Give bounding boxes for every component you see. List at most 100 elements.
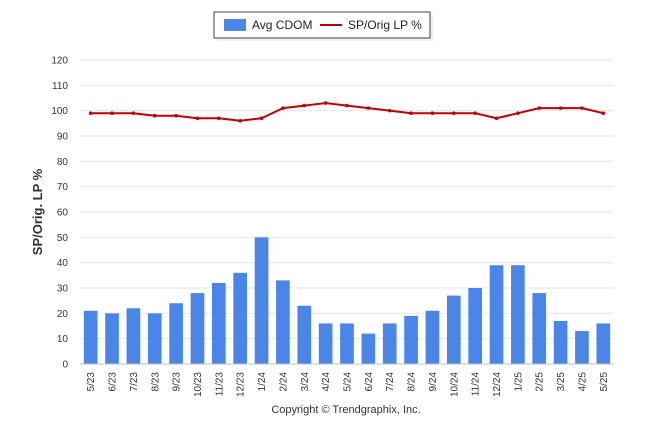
legend-label-sp-orig-lp: SP/Orig LP %: [348, 18, 422, 32]
bar-10-23: [190, 293, 205, 364]
bar-series-avg-cdom: [83, 237, 611, 364]
y-axis-title: SP/Orig. LP %: [30, 168, 45, 255]
line-point-2-25: [537, 106, 542, 110]
bar-6-24: [361, 333, 376, 364]
line-point-11-23: [217, 116, 221, 121]
line-series-sp-orig-lp: [88, 101, 606, 123]
x-tick-label-4-24: 4/24: [321, 372, 332, 392]
bar-5-25: [596, 323, 611, 364]
line-point-5-25: [601, 111, 606, 115]
bar-11-23: [212, 282, 226, 364]
y-tick-label-70: 70: [57, 182, 69, 193]
line-point-12-23: [238, 119, 242, 123]
line-point-5-24: [345, 103, 349, 108]
bar-7-24: [382, 323, 397, 364]
line-point-3-24: [302, 103, 307, 108]
bar-1-24: [254, 237, 269, 364]
line-point-7-23: [131, 111, 136, 115]
y-tick-label-110: 110: [52, 81, 68, 92]
line-point-6-23: [110, 111, 114, 115]
bar-11-24: [468, 288, 482, 364]
bar-12-24: [489, 265, 504, 364]
bar-10-24: [446, 295, 461, 364]
x-tick-label-5-23: 5/23: [86, 372, 97, 392]
x-tick-label-12-23: 12/23: [236, 372, 247, 397]
y-tick-label-0: 0: [62, 360, 68, 371]
x-tick-label-8-24: 8/24: [407, 372, 418, 392]
line-point-5-23: [88, 111, 93, 115]
x-tick-label-9-24: 9/24: [428, 372, 439, 392]
y-axis-ticks: 0 10 20 30 40 50 60 70 80 90 100 110 120: [51, 56, 68, 371]
copyright-credit: Copyright © Trendgraphix, Inc.: [271, 404, 420, 416]
x-tick-label-4-25: 4/25: [577, 372, 588, 392]
y-tick-label-80: 80: [57, 157, 69, 168]
x-tick-label-9-23: 9/23: [172, 372, 183, 392]
line-point-6-24: [366, 106, 371, 110]
line-point-1-24: [259, 116, 264, 121]
line-point-3-25: [558, 106, 563, 110]
bar-5-23: [83, 310, 98, 364]
x-tick-label-2-24: 2/24: [278, 372, 289, 392]
bar-4-25: [575, 331, 589, 364]
x-tick-label-11-24: 11/24: [471, 372, 482, 397]
bar-7-23: [126, 308, 141, 364]
line-point-4-25: [580, 106, 584, 110]
bar-6-23: [105, 313, 119, 364]
bar-3-25: [553, 320, 568, 364]
bar-1-25: [511, 265, 525, 364]
bar-5-24: [340, 323, 354, 364]
y-tick-label-20: 20: [57, 309, 69, 320]
x-tick-label-12-24: 12/24: [492, 372, 503, 397]
x-tick-label-7-23: 7/23: [129, 372, 140, 392]
bar-2-24: [276, 280, 290, 364]
line-point-1-25: [516, 111, 520, 115]
x-tick-label-5-25: 5/25: [599, 372, 610, 392]
x-tick-label-10-23: 10/23: [193, 372, 204, 397]
line-point-11-24: [473, 111, 477, 115]
y-tick-label-120: 120: [51, 56, 68, 67]
bar-8-23: [147, 313, 162, 364]
bar-8-24: [404, 315, 418, 364]
bar-9-23: [169, 303, 183, 364]
bar-3-24: [297, 305, 312, 364]
line-point-10-23: [195, 116, 200, 121]
x-tick-label-5-24: 5/24: [343, 372, 354, 392]
line-point-8-23: [152, 113, 157, 118]
y-tick-label-60: 60: [57, 208, 69, 219]
x-tick-label-7-24: 7/24: [385, 372, 396, 392]
x-tick-label-3-24: 3/24: [300, 372, 311, 392]
legend-label-avg-cdom: Avg CDOM: [252, 18, 312, 32]
bar-4-24: [318, 323, 333, 364]
line-point-8-24: [409, 111, 413, 115]
x-tick-label-6-23: 6/23: [108, 372, 119, 392]
x-axis-ticks: 5/23 6/23 7/23 8/23 9/23 10/23 11/23 12/23 1/24 2…: [86, 372, 610, 397]
x-tick-label-8-23: 8/23: [150, 372, 161, 392]
x-tick-label-3-25: 3/25: [556, 372, 567, 392]
line-point-2-24: [281, 106, 285, 110]
x-tick-label-1-25: 1/25: [513, 372, 524, 392]
line-point-9-24: [430, 111, 435, 115]
bar-2-25: [532, 293, 547, 364]
x-tick-label-6-24: 6/24: [364, 372, 375, 392]
line-point-4-24: [323, 101, 328, 105]
x-tick-label-11-23: 11/23: [214, 372, 225, 397]
x-tick-label-10-24: 10/24: [449, 372, 460, 397]
bar-12-23: [233, 272, 248, 364]
line-point-12-24: [494, 116, 499, 121]
legend: Avg CDOM SP/Orig LP %: [213, 11, 433, 41]
line-point-10-24: [452, 111, 456, 115]
bar-9-24: [425, 310, 440, 364]
y-tick-label-30: 30: [57, 284, 69, 295]
x-tick-label-1-24: 1/24: [257, 372, 268, 392]
x-tick-label-2-25: 2/25: [535, 372, 546, 392]
y-tick-label-90: 90: [57, 132, 69, 143]
y-tick-label-40: 40: [57, 258, 69, 269]
y-tick-label-10: 10: [57, 334, 69, 345]
legend-swatch-avg-cdom: [224, 19, 246, 31]
line-point-9-23: [174, 113, 178, 118]
y-tick-label-100: 100: [51, 106, 68, 117]
line-point-7-24: [387, 108, 392, 113]
y-tick-label-50: 50: [57, 233, 69, 244]
